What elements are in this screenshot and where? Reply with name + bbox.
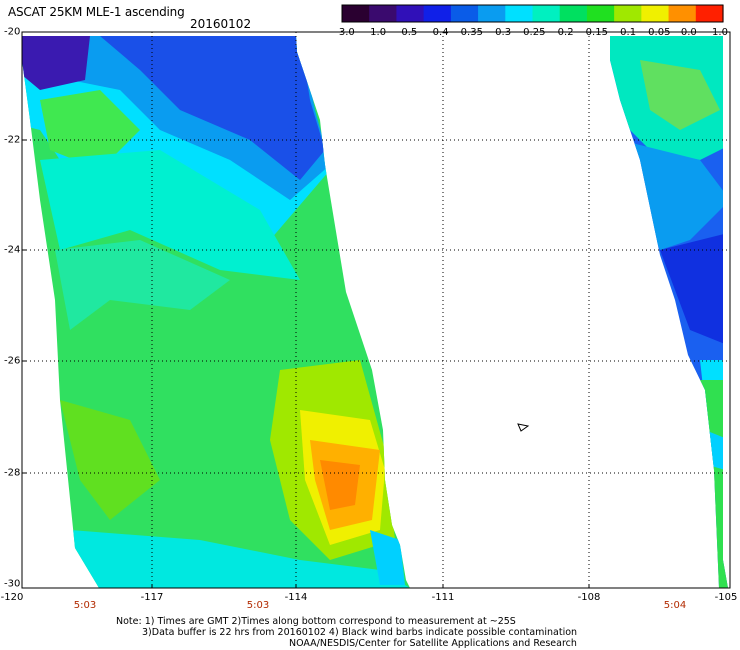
colorbar-cell: [478, 5, 506, 22]
lon-label: -108: [577, 592, 601, 603]
note-line-2: 3)Data buffer is 22 hrs from 20160102 4)…: [142, 627, 578, 638]
map-frame: [21, 31, 731, 589]
time-label: 5:03: [73, 600, 97, 611]
colorbar-cell: [369, 5, 398, 22]
lon-label: -105: [714, 592, 738, 603]
map-border: [21, 31, 731, 589]
map-grid: [22, 32, 730, 588]
lon-label: -117: [140, 592, 164, 603]
time-label: 5:04: [663, 600, 687, 611]
time-label: 5:03: [246, 600, 270, 611]
colorbar-cell: [505, 5, 534, 22]
colorbar-cell: [450, 5, 479, 22]
colorbar-cell: [396, 5, 425, 22]
note-line-3: NOAA/NESDIS/Center for Satellite Applica…: [289, 638, 577, 649]
colorbar-cell: [559, 5, 588, 22]
colorbar-cell: [423, 5, 452, 22]
lat-label: -24: [4, 244, 21, 256]
lat-label: -20: [4, 26, 21, 38]
lat-label: -22: [4, 134, 21, 146]
colorbar-cell: [668, 5, 697, 22]
colorbar-cell: [614, 5, 642, 22]
lat-label: -28: [4, 467, 21, 479]
island-marker: [517, 423, 530, 432]
lat-label: -30: [4, 578, 21, 590]
lat-label: -26: [4, 355, 21, 367]
lon-label: -120: [0, 592, 24, 603]
colorbar-cell: [342, 5, 370, 22]
note-line-1: Note: 1) Times are GMT 2)Times along bot…: [116, 616, 516, 627]
lon-label: -114: [284, 592, 308, 603]
left-swath: [22, 36, 410, 588]
colorbar-cell: [695, 5, 724, 22]
colorbar: [341, 4, 724, 23]
right-swath: [610, 36, 728, 588]
colorbar-cell: [532, 5, 561, 22]
chart-title: ASCAT 25KM MLE-1 ascending: [8, 5, 185, 19]
lon-label: -111: [431, 592, 455, 603]
chart-date: 20160102: [190, 17, 252, 31]
colorbar-cell: [641, 5, 670, 22]
colorbar-cell: [586, 5, 615, 22]
